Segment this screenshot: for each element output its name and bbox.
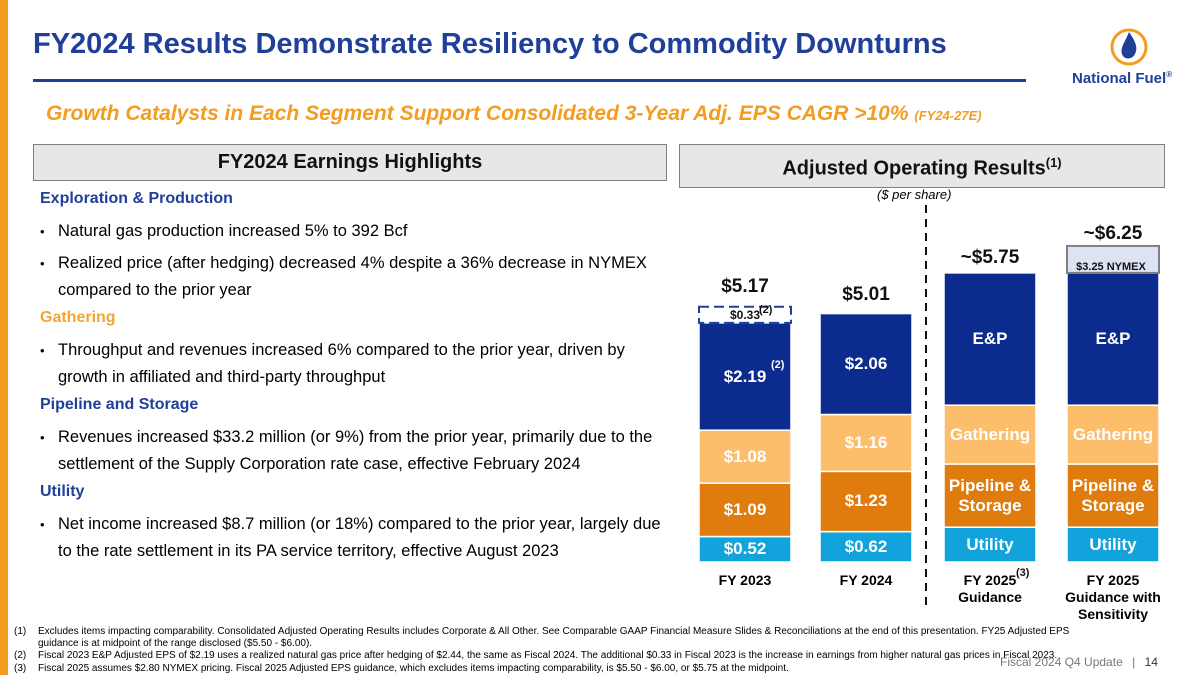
bar-segment <box>698 305 792 324</box>
bullet: Natural gas production increased 5% to 3… <box>40 218 665 245</box>
page-number: 14 <box>1144 655 1158 669</box>
footnote-marker: (3) <box>14 662 27 674</box>
logo-text: National Fuel® <box>1072 70 1172 87</box>
segment-label: $0.52 <box>723 539 767 559</box>
tagline-text: Growth Catalysts in Each Segment Support… <box>46 102 909 125</box>
segment-label: $2.06 <box>844 354 888 374</box>
section: Pipeline and Storage Revenues increased $… <box>40 396 665 478</box>
highlights: Exploration & Production Natural gas prod… <box>40 190 665 570</box>
bar-segment <box>698 535 792 563</box>
logo-icon <box>1110 28 1148 66</box>
title: FY2024 Results Demonstrate Resiliency to… <box>33 28 947 60</box>
footnote-text: Fiscal 2023 E&P Adjusted EPS of $2.19 us… <box>38 650 1058 661</box>
bar-segment <box>1066 244 1160 274</box>
bar-segment <box>819 470 913 533</box>
bar-segment <box>943 404 1037 465</box>
results-heading-text: Adjusted Operating Results <box>782 157 1046 180</box>
footnote-text: Fiscal 2025 assumes $2.80 NYMEX pricing.… <box>38 662 789 674</box>
logo-name: National Fuel <box>1072 70 1167 87</box>
footnote-marker: (2) <box>14 650 27 661</box>
results-heading: Adjusted Operating Results(1) <box>679 144 1165 188</box>
annotation: (2) <box>771 359 785 371</box>
segment-name: E&P <box>972 329 1008 349</box>
logo-mark: ® <box>1166 70 1173 79</box>
annotation: $3.25 NYMEX <box>1076 261 1146 273</box>
segment-name: Utility <box>1089 534 1137 554</box>
bar-segment <box>819 312 913 416</box>
bar-segment <box>943 272 1037 406</box>
bar-segment <box>943 526 1037 563</box>
bar-segment <box>1066 404 1160 465</box>
total-label: ~$6.25 <box>1083 222 1143 244</box>
footnote-text: Excludes items impacting comparability. … <box>38 626 1070 649</box>
footer-text: Fiscal 2024 Q4 Update <box>1000 655 1123 669</box>
bar-segment <box>1066 526 1160 563</box>
bar-segment <box>698 429 792 484</box>
bullet: Throughput and revenues increased 6% com… <box>40 337 665 391</box>
bar-segment <box>943 463 1037 528</box>
bullet: Revenues increased $33.2 million (or 9%)… <box>40 424 665 478</box>
x-tick-label: FY 2025 Guidance <box>958 572 1022 605</box>
highlights-heading: FY2024 Earnings Highlights <box>33 144 667 181</box>
bar-segment <box>819 413 913 473</box>
bar-segment <box>1066 272 1160 406</box>
x-tick-label: FY 2023 <box>718 572 772 588</box>
section-title: Exploration & Production <box>40 190 233 207</box>
segment-label: $0.33 <box>729 307 761 322</box>
segment-label: $0.62 <box>844 536 888 556</box>
title-rule <box>33 79 1026 82</box>
accent-bar <box>0 0 8 675</box>
bullet: Realized price (after hedging) decreased… <box>40 250 665 304</box>
tagline: Growth Catalysts in Each Segment Support… <box>46 102 982 126</box>
bullet: Net income increased $8.7 million (or 18… <box>40 511 665 565</box>
segment-label: $2.19 <box>723 366 767 386</box>
section-title: Utility <box>40 483 85 500</box>
footnote: (2) Fiscal 2023 E&P Adjusted EPS of $2.19… <box>14 650 1084 662</box>
section-title: Gathering <box>40 309 116 326</box>
annotation: (3) <box>1016 567 1030 579</box>
segment-name: Utility <box>966 534 1014 554</box>
annotation: (2) <box>759 304 773 316</box>
section: Gathering Throughput and revenues increas… <box>40 309 665 391</box>
tagline-period: (FY24-27E) <box>914 108 982 123</box>
segment-name: Pipeline & Storage <box>1071 475 1155 515</box>
segment-name: Gathering <box>949 424 1031 444</box>
segment-label: $1.23 <box>844 491 888 511</box>
total-label: ~$5.75 <box>960 247 1020 269</box>
footnotes: (1) Excludes items impacting comparabilit… <box>14 626 1084 675</box>
segment-name: E&P <box>1095 329 1131 349</box>
bar-segment <box>698 322 792 431</box>
segment-label: $1.09 <box>723 499 767 519</box>
footnote-marker: (1) <box>14 626 27 637</box>
bar-segment <box>819 530 913 563</box>
x-tick-label: FY 2024 <box>839 572 893 588</box>
total-label: $5.01 <box>842 283 890 305</box>
footnote: (3) Fiscal 2025 assumes $2.80 NYMEX prici… <box>14 663 1084 675</box>
segment-name: Gathering <box>1072 424 1154 444</box>
section: Exploration & Production Natural gas prod… <box>40 190 665 304</box>
x-tick-label: FY 2025 Guidance with Sensitivity <box>1065 572 1161 622</box>
segment-label: $1.16 <box>844 432 888 452</box>
footer: Fiscal 2024 Q4 Update | 14 <box>1000 655 1158 669</box>
bar-segment <box>1066 463 1160 528</box>
section-title: Pipeline and Storage <box>40 396 199 413</box>
segment-label: $1.08 <box>723 446 767 466</box>
results-ref: (1) <box>1045 155 1062 170</box>
segment-name: Pipeline & Storage <box>948 475 1032 515</box>
section: Utility Net income increased $8.7 million… <box>40 483 665 565</box>
chart-subtitle: ($ per share) <box>877 187 952 202</box>
footnote: (1) Excludes items impacting comparabilit… <box>14 626 1084 649</box>
total-label: $5.17 <box>721 275 769 297</box>
